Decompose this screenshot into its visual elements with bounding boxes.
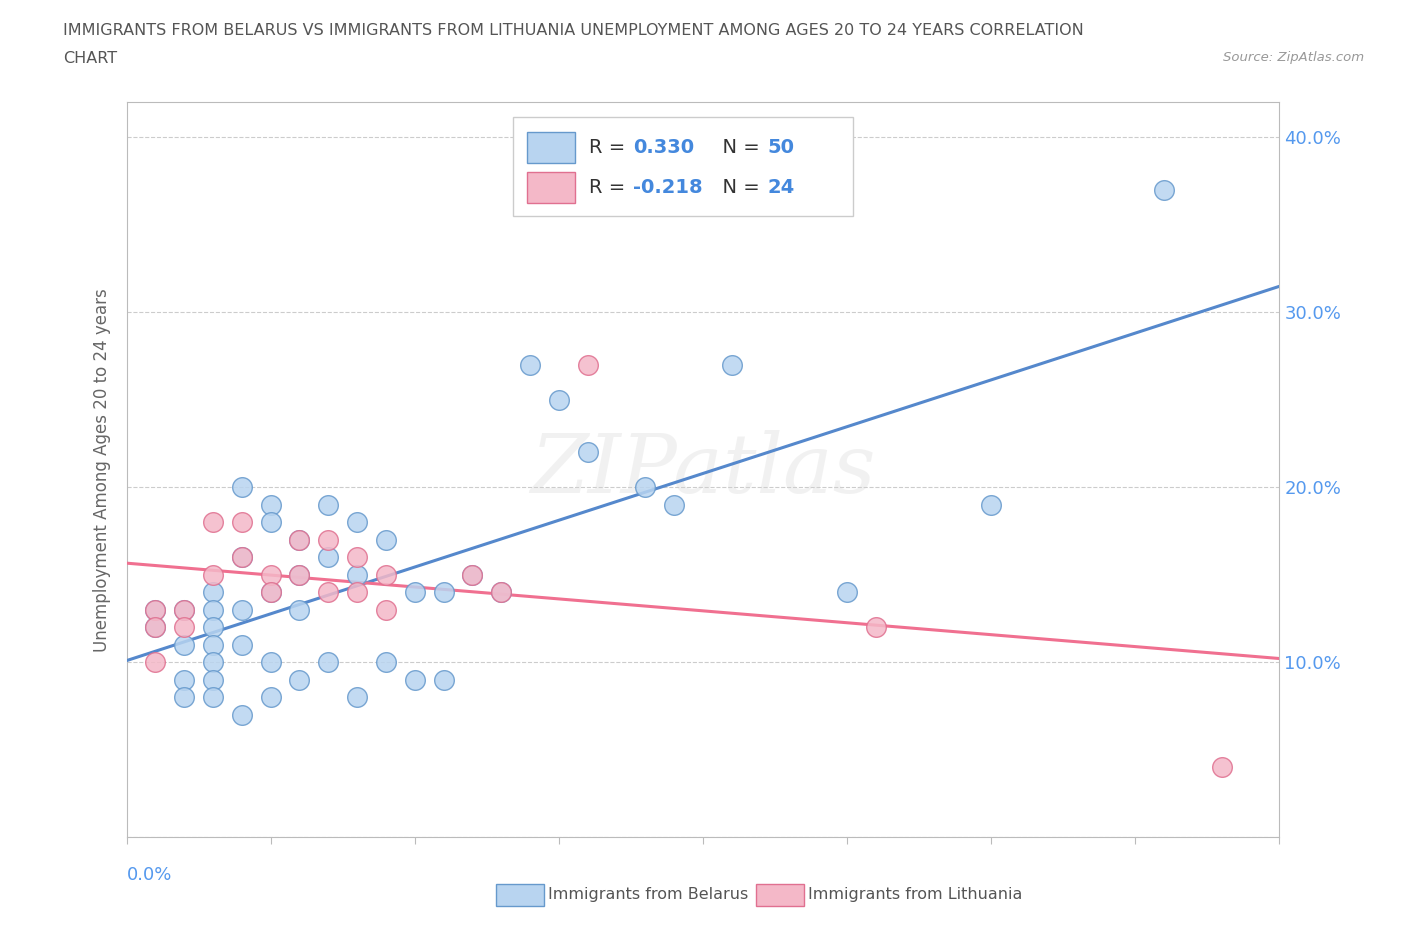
Point — [318, 655, 340, 670]
Point — [980, 498, 1002, 512]
Point — [548, 392, 571, 407]
FancyBboxPatch shape — [527, 132, 575, 164]
Point — [202, 619, 225, 634]
Point — [202, 585, 225, 600]
Text: Source: ZipAtlas.com: Source: ZipAtlas.com — [1223, 51, 1364, 64]
Point — [576, 357, 599, 372]
Point — [576, 445, 599, 459]
Point — [202, 602, 225, 617]
Point — [664, 498, 686, 512]
Point — [259, 655, 281, 670]
Point — [288, 672, 311, 687]
Point — [346, 550, 368, 565]
Point — [145, 619, 166, 634]
Point — [346, 690, 368, 705]
Text: Immigrants from Belarus: Immigrants from Belarus — [548, 887, 748, 902]
Point — [461, 567, 484, 582]
Point — [202, 672, 225, 687]
Point — [231, 550, 253, 565]
Point — [318, 498, 340, 512]
Text: 0.330: 0.330 — [633, 139, 693, 157]
Point — [288, 532, 311, 547]
Point — [145, 602, 166, 617]
Point — [461, 567, 484, 582]
Point — [259, 498, 281, 512]
Point — [433, 672, 456, 687]
Point — [346, 585, 368, 600]
Point — [173, 619, 195, 634]
Point — [173, 672, 195, 687]
Point — [433, 585, 456, 600]
Point — [231, 550, 253, 565]
Text: CHART: CHART — [63, 51, 117, 66]
Point — [202, 655, 225, 670]
Text: Immigrants from Lithuania: Immigrants from Lithuania — [808, 887, 1022, 902]
Point — [1211, 760, 1233, 775]
Point — [145, 655, 166, 670]
Point — [202, 690, 225, 705]
Text: -0.218: -0.218 — [633, 178, 702, 197]
Point — [259, 585, 281, 600]
Point — [288, 567, 311, 582]
Text: N =: N = — [710, 139, 766, 157]
Point — [865, 619, 887, 634]
Point — [1153, 182, 1175, 197]
Point — [346, 514, 368, 529]
Text: IMMIGRANTS FROM BELARUS VS IMMIGRANTS FROM LITHUANIA UNEMPLOYMENT AMONG AGES 20 : IMMIGRANTS FROM BELARUS VS IMMIGRANTS FR… — [63, 23, 1084, 38]
Text: ZIPatlas: ZIPatlas — [530, 430, 876, 510]
Text: 24: 24 — [768, 178, 794, 197]
Point — [519, 357, 541, 372]
Point — [173, 637, 195, 652]
Text: 0.0%: 0.0% — [127, 867, 172, 884]
Point — [404, 672, 426, 687]
Point — [259, 690, 281, 705]
FancyBboxPatch shape — [513, 117, 853, 216]
Point — [202, 637, 225, 652]
Point — [288, 602, 311, 617]
Point — [404, 585, 426, 600]
Point — [259, 567, 281, 582]
Point — [318, 585, 340, 600]
Point — [173, 602, 195, 617]
Point — [173, 602, 195, 617]
Text: R =: R = — [589, 139, 631, 157]
Point — [231, 514, 253, 529]
Point — [231, 707, 253, 722]
Point — [318, 532, 340, 547]
Point — [489, 585, 512, 600]
Point — [318, 550, 340, 565]
Point — [288, 532, 311, 547]
Point — [720, 357, 742, 372]
Point — [202, 567, 225, 582]
Y-axis label: Unemployment Among Ages 20 to 24 years: Unemployment Among Ages 20 to 24 years — [93, 287, 111, 652]
Text: N =: N = — [710, 178, 766, 197]
Point — [835, 585, 858, 600]
Point — [259, 514, 281, 529]
Point — [231, 480, 253, 495]
Point — [489, 585, 512, 600]
Point — [145, 619, 166, 634]
Point — [288, 567, 311, 582]
Point — [374, 567, 398, 582]
Point — [173, 690, 195, 705]
Point — [202, 514, 225, 529]
Point — [145, 602, 166, 617]
Point — [231, 602, 253, 617]
Point — [259, 585, 281, 600]
Point — [374, 532, 398, 547]
Point — [634, 480, 657, 495]
Text: R =: R = — [589, 178, 631, 197]
Point — [231, 637, 253, 652]
FancyBboxPatch shape — [527, 172, 575, 203]
Text: 50: 50 — [768, 139, 794, 157]
Point — [374, 655, 398, 670]
Point — [346, 567, 368, 582]
Point — [374, 602, 398, 617]
